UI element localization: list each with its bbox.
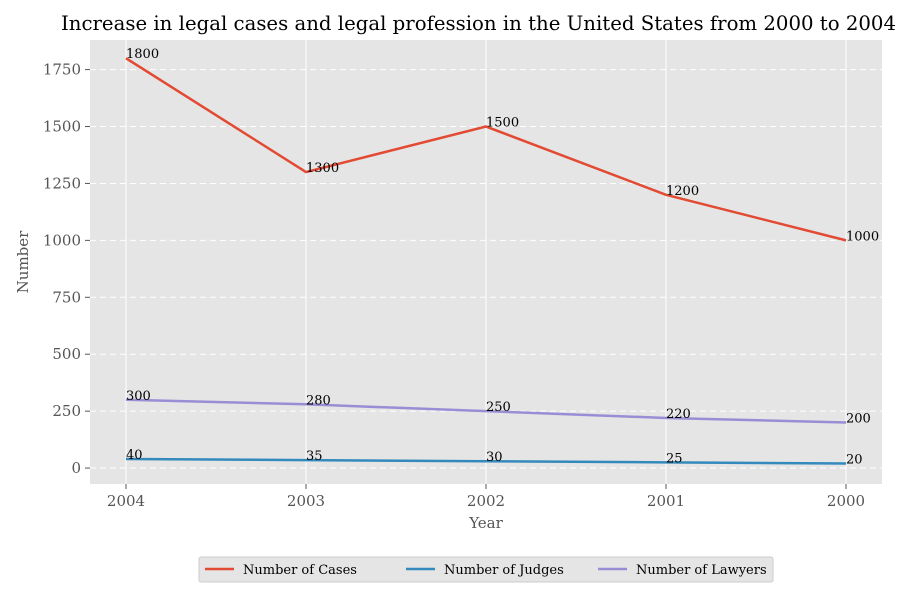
data-label: 40 (126, 448, 143, 463)
x-tick-label: 2001 (647, 492, 685, 510)
data-label: 1500 (486, 116, 519, 131)
x-axis-label: Year (468, 514, 503, 532)
x-axis: 2004 2003 2002 2001 2000 (107, 484, 865, 510)
x-tick-label: 2002 (467, 492, 505, 510)
data-label: 20 (846, 453, 863, 468)
y-tick-label: 1000 (43, 231, 81, 249)
y-tick-label: 750 (52, 288, 81, 306)
data-label: 1000 (846, 229, 879, 244)
y-tick-label: 0 (71, 459, 81, 477)
data-label: 35 (306, 449, 323, 464)
legend-label: Number of Judges (444, 563, 564, 578)
x-tick-label: 2000 (827, 492, 865, 510)
x-tick-label: 2003 (287, 492, 325, 510)
data-label: 200 (846, 412, 871, 427)
data-label: 300 (126, 389, 151, 404)
y-tick-label: 500 (52, 345, 81, 363)
data-label: 220 (666, 407, 691, 422)
y-tick-label: 1500 (43, 118, 81, 136)
legend-label: Number of Cases (243, 563, 357, 578)
data-label: 1800 (126, 47, 159, 62)
legend: Number of Cases Number of Judges Number of… (199, 557, 773, 582)
y-axis: 0 250 500 750 1000 1250 1500 1750 (43, 61, 90, 477)
data-label: 1200 (666, 184, 699, 199)
legend-label: Number of Lawyers (636, 563, 767, 578)
data-label: 250 (486, 400, 511, 415)
data-label: 280 (306, 393, 331, 408)
y-axis-label: Number (14, 230, 32, 293)
y-tick-label: 1750 (43, 61, 81, 79)
x-tick-label: 2004 (107, 492, 145, 510)
data-label: 25 (666, 451, 683, 466)
chart-title: Increase in legal cases and legal profes… (61, 11, 896, 35)
y-tick-label: 250 (52, 402, 81, 420)
data-label: 1300 (306, 161, 339, 176)
y-tick-label: 1250 (43, 174, 81, 192)
data-label: 30 (486, 450, 503, 465)
